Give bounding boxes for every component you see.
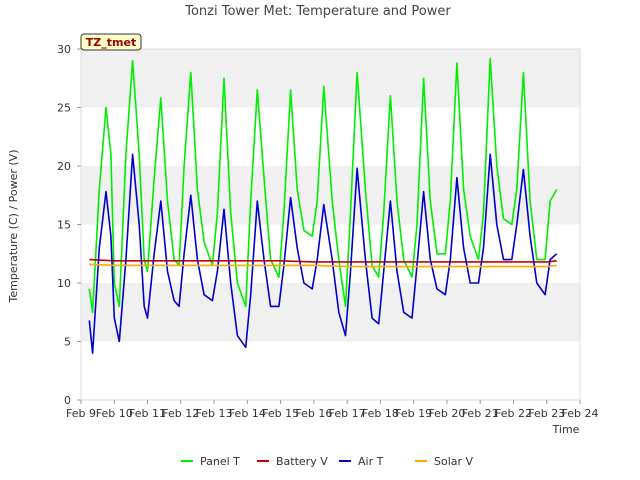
- plot-band: [81, 283, 580, 342]
- legend-label-panel-t: Panel T: [200, 455, 240, 468]
- y-tick-label: 25: [57, 102, 71, 115]
- legend-label-air-t: Air T: [358, 455, 384, 468]
- series-line-air-t: [88, 153, 558, 355]
- legend-label-solar-v: Solar V: [434, 455, 474, 468]
- x-tick-label: Feb 24: [562, 407, 599, 420]
- x-tick-label: Feb 19: [395, 407, 432, 420]
- x-tick-label: Feb 23: [528, 407, 565, 420]
- x-tick-label: Feb 17: [329, 407, 366, 420]
- y-tick-label: 15: [57, 219, 71, 232]
- y-tick-label: 30: [57, 43, 71, 56]
- tag-box-background: [80, 33, 142, 51]
- series-line-solar-v: [89, 263, 557, 268]
- plot-band: [81, 341, 580, 400]
- tag-box: TZ_tmet: [80, 33, 142, 51]
- series-lines: [88, 57, 558, 355]
- x-tick-label: Feb 22: [495, 407, 532, 420]
- x-tick-label: Feb 18: [362, 407, 399, 420]
- legend: Panel T Battery V Air T Solar V: [181, 455, 474, 468]
- plot-background-bands: [81, 49, 580, 400]
- chart-title: Tonzi Tower Met: Temperature and Power: [184, 4, 451, 19]
- x-tick-label: Feb 12: [162, 407, 199, 420]
- x-tick-label: Feb 11: [129, 407, 166, 420]
- y-tick-label: 0: [64, 394, 71, 407]
- x-tick-label: Feb 9: [66, 407, 96, 420]
- x-tick-label: Feb 15: [262, 407, 299, 420]
- tag-label: TZ_tmet: [86, 36, 136, 49]
- series-line-battery-v: [89, 258, 557, 263]
- y-axis-label: Temperature (C) / Power (V): [7, 149, 20, 303]
- plot-band: [81, 49, 580, 108]
- x-tick-label: Feb 16: [295, 407, 332, 420]
- y-tick-label: 5: [64, 336, 71, 349]
- x-tick-label: Feb 14: [229, 407, 266, 420]
- x-tick-label: Feb 13: [196, 407, 233, 420]
- y-tick-label: 20: [57, 160, 71, 173]
- x-tick-label: Feb 20: [428, 407, 465, 420]
- x-tick-label: Feb 21: [462, 407, 499, 420]
- x-tick-label: Feb 10: [96, 407, 133, 420]
- legend-label-battery-v: Battery V: [276, 455, 328, 468]
- series-line-panel-t: [88, 57, 558, 314]
- x-axis-label: Time: [552, 423, 580, 436]
- y-tick-label: 10: [57, 277, 71, 290]
- y-axis-ticks: 0 5 10 15 20 25 30: [57, 43, 81, 407]
